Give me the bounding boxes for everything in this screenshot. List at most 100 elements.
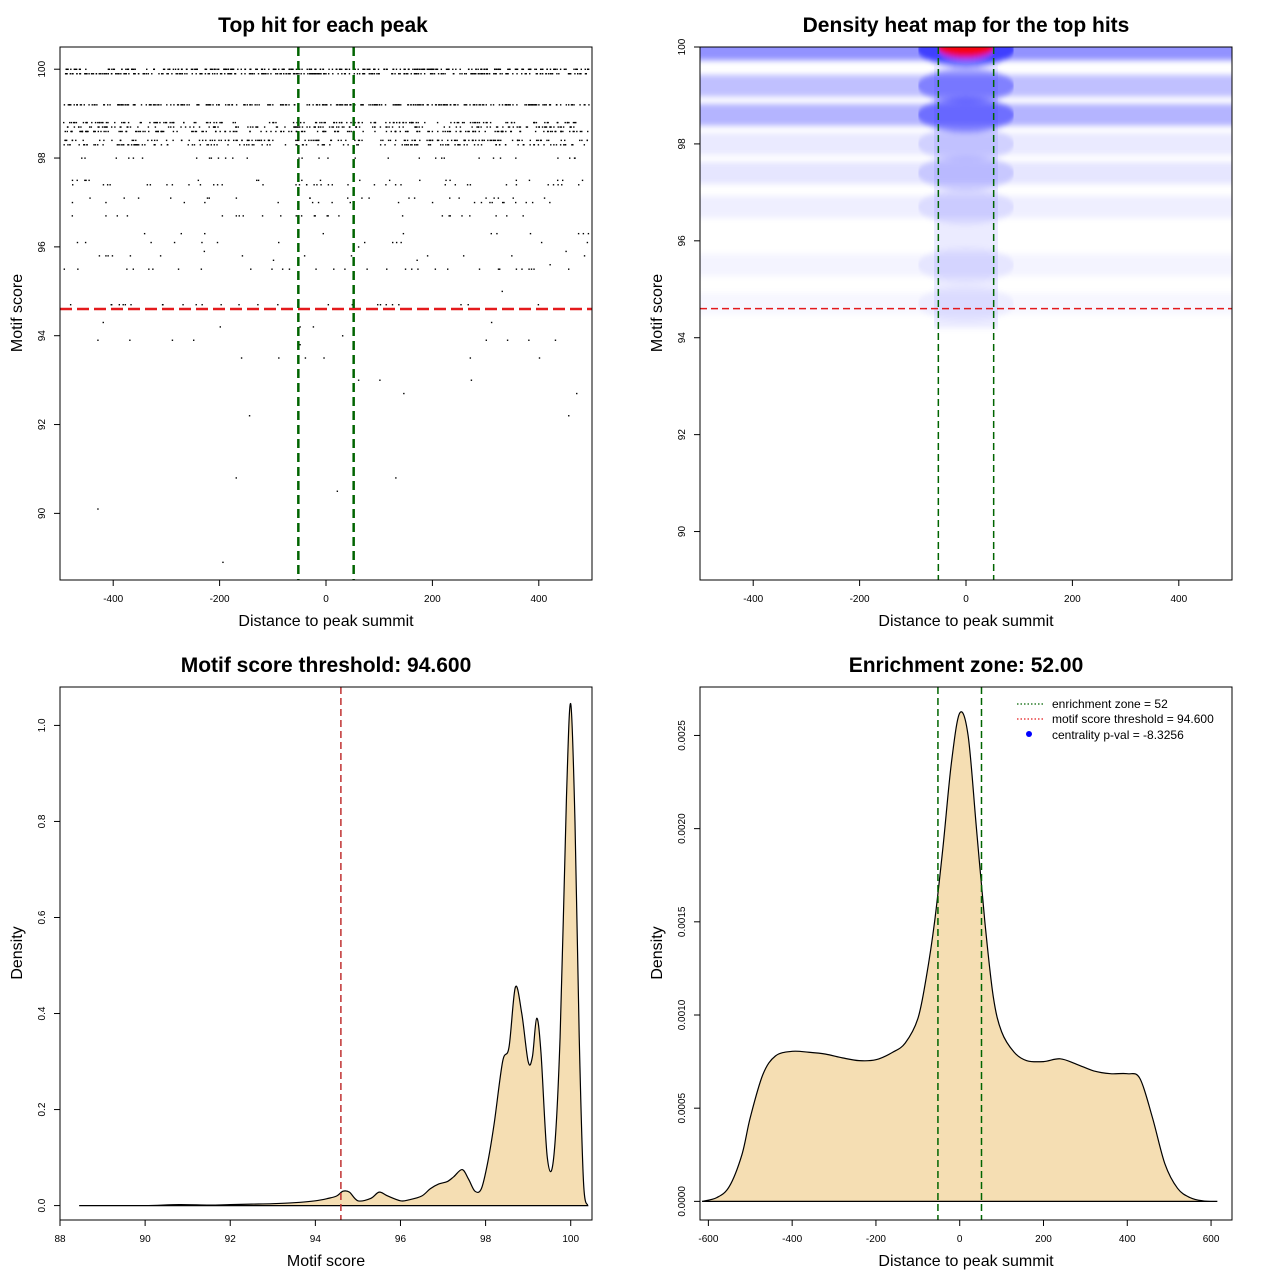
scatter-point xyxy=(105,215,107,217)
scatter-point xyxy=(439,144,442,146)
scatter-point xyxy=(231,68,233,71)
scatter-point xyxy=(344,268,346,270)
scatter-point xyxy=(473,144,476,146)
scatter-point xyxy=(205,130,207,133)
scatter-point xyxy=(296,144,298,146)
scatter-point xyxy=(338,121,341,124)
scatter-point xyxy=(575,68,578,71)
scatter-point xyxy=(120,126,122,128)
scatter-point xyxy=(402,126,404,128)
scatter-point xyxy=(128,157,130,159)
scatter-point xyxy=(449,130,452,133)
scatter-point xyxy=(201,73,203,75)
scatter-point xyxy=(322,126,324,128)
scatter-point xyxy=(502,130,504,133)
scatter-point xyxy=(295,144,297,146)
scatter-point xyxy=(421,68,424,71)
scatter-point xyxy=(528,268,530,270)
scatter-point xyxy=(445,104,448,106)
scatter-point xyxy=(107,121,109,124)
scatter-point xyxy=(275,73,277,75)
scatter-point xyxy=(499,73,501,75)
scatter-point xyxy=(126,68,129,71)
x-axis-label: Motif score xyxy=(287,1253,365,1270)
scatter-point xyxy=(474,130,476,133)
scatter-point xyxy=(478,268,481,270)
scatter-point xyxy=(444,73,446,75)
scatter-point xyxy=(541,126,544,128)
scatter-point xyxy=(459,144,461,146)
scatter-point xyxy=(306,126,308,128)
scatter-point xyxy=(357,379,360,381)
y-tick-label: 100 xyxy=(677,38,688,55)
scatter-point xyxy=(160,130,162,133)
scatter-point xyxy=(319,68,322,71)
scatter-point xyxy=(517,144,519,146)
scatter-point xyxy=(513,121,516,124)
scatter-point xyxy=(433,68,435,71)
scatter-point xyxy=(588,104,590,106)
scatter-point xyxy=(478,139,480,142)
scatter-point xyxy=(342,144,345,146)
scatter-point xyxy=(88,126,91,128)
scatter-point xyxy=(561,184,563,186)
scatter-point xyxy=(378,104,380,106)
scatter-point xyxy=(228,139,230,142)
scatter-point xyxy=(295,139,297,142)
scatter-point xyxy=(395,121,398,124)
scatter-point xyxy=(285,73,287,75)
scatter-point xyxy=(431,201,434,204)
scatter-point xyxy=(372,104,374,106)
scatter-point xyxy=(281,68,283,71)
scatter-point xyxy=(336,130,339,133)
scatter-point xyxy=(478,121,481,124)
scatter-point xyxy=(97,126,99,128)
scatter-point xyxy=(341,335,344,337)
scatter-point xyxy=(123,73,125,75)
y-tick-label: 0.6 xyxy=(37,910,48,924)
scatter-point xyxy=(394,130,396,133)
scatter-point xyxy=(143,73,145,75)
scatter-point xyxy=(553,144,555,146)
scatter-point xyxy=(120,144,122,146)
scatter-point xyxy=(337,104,339,106)
scatter-point xyxy=(501,290,503,293)
scatter-point xyxy=(230,68,232,71)
scatter-point xyxy=(281,104,283,106)
scatter-point xyxy=(169,121,171,124)
scatter-point xyxy=(296,121,298,124)
scatter-point xyxy=(446,68,449,71)
scatter-point xyxy=(222,561,224,564)
scatter-point xyxy=(501,73,503,75)
scatter-point xyxy=(229,73,231,75)
scatter-point xyxy=(505,184,508,186)
scatter-point xyxy=(463,144,465,146)
scatter-point xyxy=(584,104,586,106)
scatter-point xyxy=(543,104,546,106)
scatter-point xyxy=(395,477,397,479)
scatter-point xyxy=(427,104,429,106)
scatter-point xyxy=(267,73,269,75)
scatter-point xyxy=(380,139,382,142)
scatter-point xyxy=(362,130,364,133)
scatter-point xyxy=(211,68,213,71)
scatter-point xyxy=(548,104,551,106)
scatter-point xyxy=(229,130,231,133)
scatter-point xyxy=(202,130,204,133)
scatter-point xyxy=(568,268,570,270)
scatter-point xyxy=(119,126,121,128)
scatter-point xyxy=(188,184,190,186)
scatter-point xyxy=(473,73,475,75)
scatter-point xyxy=(379,379,381,381)
scatter-point xyxy=(147,73,150,75)
scatter-point xyxy=(316,73,318,75)
x-tick-label: 90 xyxy=(140,1234,152,1245)
scatter-point xyxy=(344,73,347,75)
scatter-point xyxy=(426,104,429,106)
scatter-point xyxy=(371,126,374,128)
scatter-point xyxy=(406,139,409,142)
scatter-point xyxy=(111,68,113,71)
scatter-point xyxy=(412,104,415,106)
scatter-point xyxy=(583,255,586,257)
x-tick-label: 0 xyxy=(957,1234,963,1245)
